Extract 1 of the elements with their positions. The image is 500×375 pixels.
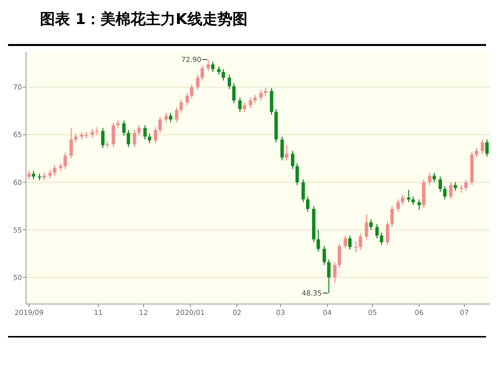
- title: 图表 1：美棉花主力K线走势图: [40, 10, 248, 28]
